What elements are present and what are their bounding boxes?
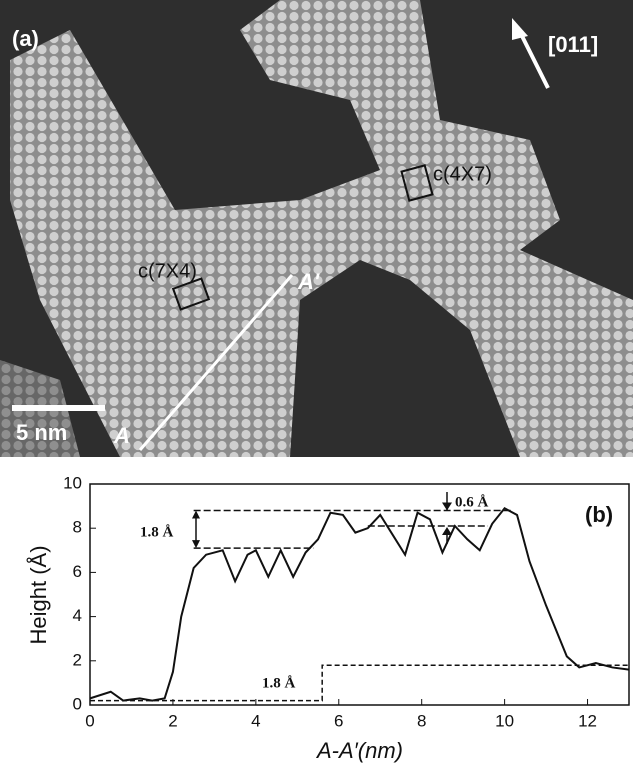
y-tick-label: 6 (73, 562, 82, 581)
figure: (a) [011] c(4X7) c(7X4) A' A 5 nm A-A′(n… (0, 0, 633, 775)
scale-bar-label: 5 nm (16, 420, 67, 445)
plot-frame (90, 484, 629, 705)
y-tick-label: 10 (63, 473, 82, 492)
arrow-head (192, 540, 200, 548)
profile-line (90, 665, 629, 700)
x-tick-label: 12 (578, 711, 597, 730)
annotation: 1.8 Å (140, 524, 174, 540)
y-tick-label: 2 (73, 650, 82, 669)
y-axis-title: Height (Å) (26, 545, 51, 644)
x-tick-label: 8 (417, 711, 426, 730)
arrow-head (442, 503, 452, 511)
y-tick-label: 8 (73, 518, 82, 537)
x-tick-label: 2 (168, 711, 177, 730)
panel-label: (b) (585, 502, 613, 527)
arrow-head (192, 511, 200, 519)
x-axis-title: A-A′(nm) (315, 738, 403, 763)
stm-image: (a) [011] c(4X7) c(7X4) A' A 5 nm (0, 0, 633, 457)
cell-label: c(7X4) (138, 260, 197, 282)
x-tick-label: 10 (495, 711, 514, 730)
x-tick-label: 6 (334, 711, 343, 730)
cell-label: c(4X7) (433, 163, 492, 185)
arrow-head (442, 527, 452, 535)
line-end-label: A (113, 423, 130, 448)
x-tick-label: 4 (251, 711, 260, 730)
annotation: 1.8 Å (262, 675, 296, 691)
annotation: 0.6 Å (455, 494, 489, 510)
y-tick-label: 4 (73, 606, 82, 625)
direction-label: [011] (548, 32, 598, 57)
y-tick-label: 0 (73, 694, 82, 713)
x-tick-label: 0 (85, 711, 94, 730)
panel-label: (a) (12, 26, 39, 51)
line-end-label: A' (297, 269, 320, 294)
